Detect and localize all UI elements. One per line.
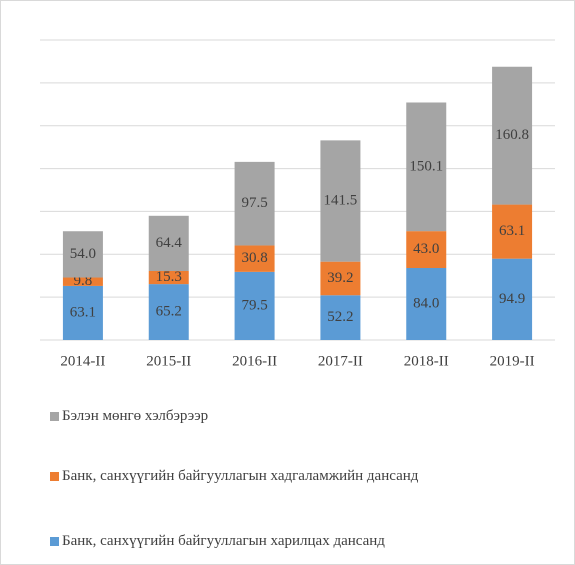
x-tick-label: 2016-II [232,353,277,369]
data-label: 141.5 [324,192,358,208]
bar-segment [320,295,361,340]
data-label: 79.5 [241,297,267,313]
legend-item: Банк, санхүүгийн байгууллагын хадгаламжи… [50,465,550,487]
bar-segment [320,140,361,262]
bar-segment [62,277,103,286]
legend-swatch [50,537,59,546]
data-label: 94.9 [499,291,525,307]
bar-segment [234,161,275,246]
legend-swatch [50,412,59,421]
legend-label: Бэлэн мөнгө хэлбэрээр [62,408,209,424]
bar-segment [492,204,533,259]
data-label: 39.2 [327,270,353,286]
data-label: 63.1 [499,223,525,239]
bar-segment [492,66,533,205]
bar-segment [148,284,189,340]
legend-swatch [50,472,59,481]
bar-segment [406,268,447,340]
data-label: 65.2 [156,303,182,319]
data-label: 150.1 [409,158,443,174]
bar-segment [148,215,189,271]
data-label: 52.2 [327,309,353,325]
x-tick-label: 2015-II [146,353,191,369]
legend-item: Бэлэн мөнгө хэлбэрээр [50,405,550,427]
x-tick-label: 2019-II [490,353,535,369]
legend-label: Банк, санхүүгийн байгууллагын хадгаламжи… [62,468,419,484]
data-label: 54.0 [70,246,96,262]
data-label: 84.0 [413,295,439,311]
bar-segment [406,231,447,268]
bar-segment [234,271,275,340]
data-label: 97.5 [241,195,267,211]
data-label: 43.0 [413,241,439,257]
bar-segment [62,285,103,340]
bar-segment [492,258,533,340]
data-label: 15.3 [156,269,182,285]
bar-segment [320,261,361,296]
data-label: 30.8 [241,250,267,266]
x-tick-label: 2017-II [318,353,363,369]
bar-segment [234,245,275,272]
data-label: 64.4 [156,235,183,251]
legend-label: Банк, санхүүгийн байгууллагын харилцах д… [62,533,385,549]
x-tick-label: 2018-II [404,353,449,369]
bar-segment [406,102,447,232]
x-tick-label: 2014-II [60,353,105,369]
data-label: 160.8 [495,127,529,143]
data-label: 63.1 [70,304,96,320]
legend-item: Банк, санхүүгийн байгууллагын харилцах д… [50,530,550,552]
bar-segment [148,271,189,285]
bar-segment [62,231,103,278]
